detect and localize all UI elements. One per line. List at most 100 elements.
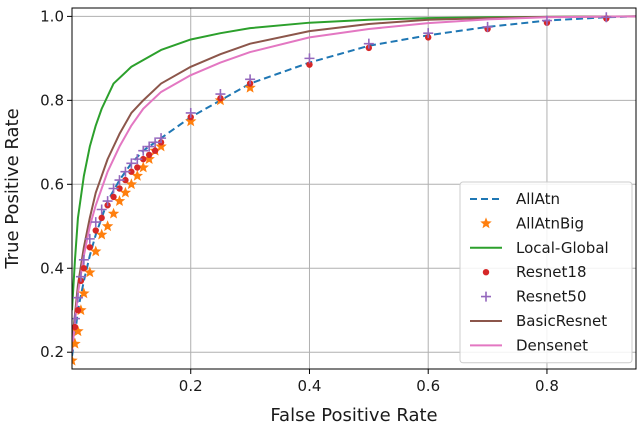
data-point-resnet50 [132,154,143,165]
data-point-resnet50 [72,313,80,324]
data-point-resnet18 [92,227,99,234]
y-tick-label: 0.2 [40,343,64,361]
data-point-allatnbig [72,354,78,366]
data-point-resnet50 [144,141,155,152]
data-point-resnet18 [86,244,94,251]
data-point-resnet18 [140,155,147,163]
x-tick-label: 0.2 [179,377,203,395]
data-point-resnet18 [122,176,129,184]
data-point-allatnbig [72,337,81,349]
data-point-resnet18 [74,307,82,314]
data-point-resnet50 [126,158,137,169]
data-point-resnet50 [482,21,493,32]
data-point-allatnbig [119,186,132,198]
x-tick-label: 0.6 [416,377,440,395]
legend-label: BasicResnet [516,312,607,330]
data-point-resnet50 [108,183,119,194]
data-point-allatnbig [125,178,138,190]
data-point-resnet18 [80,265,88,272]
data-point-allatnbig [107,207,120,219]
plot-frame [71,7,637,370]
legend-swatch [482,269,490,276]
y-tick-label: 1.0 [40,7,64,25]
data-point-allatnbig [137,161,149,173]
legend-item-densenet: Densenet [470,336,588,354]
data-point-allatnbig [155,140,167,152]
data-point-resnet18 [134,164,141,171]
data-point-resnet50 [150,137,161,148]
data-point-resnet18 [145,151,153,159]
data-point-resnet50 [215,89,226,100]
plot-series [72,12,636,366]
legend-item-local-global: Local-Global [470,239,609,257]
series-line-basicresnet [72,15,636,344]
legend-item-resnet50: Resnet50 [481,288,587,306]
data-point-resnet50 [541,15,552,26]
data-point-resnet50 [601,12,612,23]
data-point-allatnbig [95,228,108,240]
data-point-allatnbig [143,153,155,164]
data-point-allatnbig [113,195,126,206]
data-point-resnet50 [90,217,101,228]
data-point-resnet50 [245,74,256,85]
legend: AllAtn AllAtnBig Local-Global Resnet18 Resne… [459,181,633,364]
series-densenet [72,15,636,353]
data-point-allatnbig [90,245,102,257]
data-point-resnet18 [116,185,123,192]
axis-ticks: 0.2 0.4 0.6 0.8 0.2 0.4 0.6 0.8 1.0 [40,7,559,395]
data-point-allatnbig [131,169,144,181]
data-point-resnet50 [96,204,107,215]
legend-label: Resnet18 [516,263,587,281]
data-point-resnet18 [98,214,105,222]
data-point-resnet18 [110,193,117,201]
data-point-resnet18 [128,168,135,175]
legend-item-resnet18: Resnet18 [482,263,587,281]
x-tick-label: 0.4 [298,377,322,395]
series-basicresnet [72,15,636,344]
legend-label: AllAtn [516,190,560,208]
data-point-resnet50 [138,145,149,156]
y-axis-label: True Positive Rate [2,108,23,269]
series-resnet50 [72,12,612,324]
data-point-resnet50 [120,166,131,177]
data-point-resnet50 [156,133,167,144]
legend-label: Densenet [516,336,588,354]
data-point-allatnbig [244,81,256,93]
data-point-allatnbig [78,287,90,299]
legend-swatch [481,291,491,302]
x-tick-label: 0.8 [535,377,559,395]
x-axis-label: False Positive Rate [270,405,437,426]
data-point-resnet50 [84,233,95,244]
data-point-allatnbig [101,220,114,232]
data-point-resnet50 [185,107,196,118]
data-point-resnet50 [363,38,374,49]
data-point-allatnbig [185,115,197,127]
data-point-resnet50 [78,254,89,265]
data-point-resnet50 [304,53,315,64]
legend-label: Local-Global [516,239,609,257]
legend-box [459,181,633,364]
data-point-resnet50 [72,292,83,303]
legend-label: Resnet50 [516,288,587,306]
legend-item-allatn: AllAtn [470,190,560,208]
legend-item-allatnbig: AllAtnBig [480,214,584,232]
data-point-resnet18 [151,147,159,154]
data-point-allatnbig [72,325,84,337]
data-point-allatnbig [84,266,96,278]
series-allatnbig [72,81,256,366]
legend-swatch [480,217,492,229]
series-line-local-global [72,15,636,311]
y-tick-label: 0.8 [40,91,64,109]
y-tick-label: 0.6 [40,175,64,193]
legend-item-basicresnet: BasicResnet [470,312,607,330]
legend-label: AllAtnBig [516,214,584,232]
series-line-densenet [72,15,636,353]
data-point-resnet50 [102,196,113,207]
series-local-global [72,15,636,311]
data-point-resnet50 [423,28,434,39]
y-tick-label: 0.4 [40,259,64,277]
data-point-resnet18 [306,61,313,68]
data-point-resnet50 [75,271,86,282]
data-point-resnet50 [114,175,125,186]
